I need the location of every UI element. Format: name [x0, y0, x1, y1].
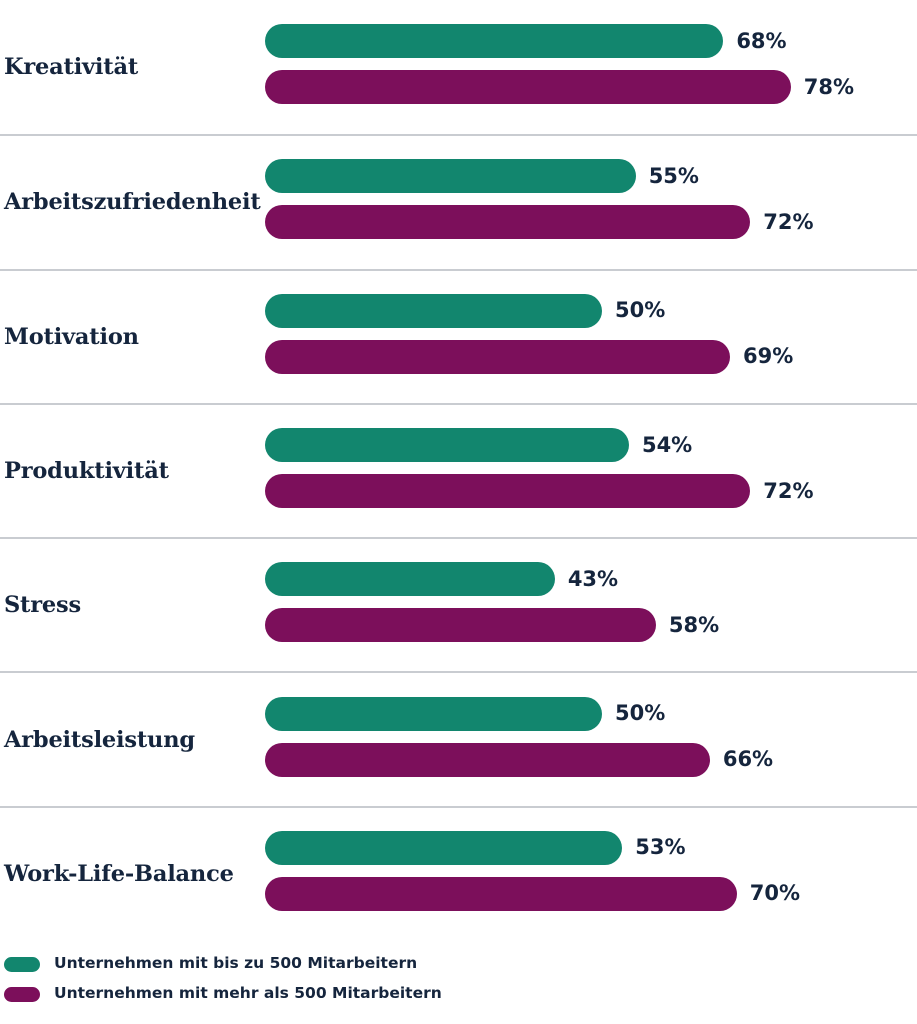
- bar-group: 55% 72%: [265, 159, 915, 245]
- bar-row-series-b: 72%: [265, 474, 814, 509]
- bar-value-series-a: 43%: [567, 566, 619, 591]
- bar-value-series-b: 78%: [803, 74, 854, 99]
- bar-row-series-a: 53%: [265, 830, 686, 865]
- bar-row-series-a: 54%: [265, 428, 693, 463]
- bar-row-series-b: 72%: [265, 205, 814, 240]
- bar-value-series-b: 70%: [749, 881, 801, 906]
- bar-series-b: [265, 474, 751, 509]
- category-label: Work-Life-Balance: [4, 860, 234, 887]
- bar-value-series-a: 50%: [615, 701, 666, 726]
- bar-value-series-b: 69%: [743, 344, 794, 369]
- bar-series-a: [265, 24, 724, 59]
- bar-row-series-a: 50%: [265, 293, 666, 328]
- chart-row: Arbeitszufriedenheit 55% 72%: [0, 134, 917, 268]
- bar-series-a: [265, 159, 636, 194]
- chart-row: Kreativität 68% 78%: [0, 0, 917, 134]
- bar-series-b: [265, 205, 751, 240]
- bar-value-series-b: 58%: [668, 612, 720, 637]
- category-label: Produktivität: [4, 457, 169, 484]
- bar-value-series-b: 72%: [763, 478, 814, 503]
- chart-row: Arbeitsleistung 50% 66%: [0, 671, 917, 805]
- bar-value-series-a: 54%: [641, 432, 693, 457]
- bar-group: 50% 66%: [265, 696, 915, 783]
- chart-row: Stress 43% 58%: [0, 537, 917, 671]
- bar-series-b: [265, 608, 656, 643]
- legend-swatch-icon: [4, 956, 40, 972]
- legend-item: Unternehmen mit bis zu 500 Mitarbeitern: [4, 952, 604, 976]
- bar-value-series-a: 53%: [635, 835, 686, 860]
- bar-row-series-a: 68%: [265, 24, 787, 59]
- bar-group: 43% 58%: [265, 562, 915, 648]
- bar-group: 54% 72%: [265, 428, 915, 514]
- bar-row-series-b: 69%: [265, 339, 794, 374]
- bar-series-a: [265, 696, 602, 731]
- bar-value-series-a: 68%: [736, 28, 787, 53]
- category-label: Arbeitsleistung: [4, 726, 195, 753]
- chart-row: Work-Life-Balance 53% 70%: [0, 805, 917, 940]
- bar-series-a: [265, 562, 555, 597]
- bar-value-series-a: 55%: [648, 163, 699, 188]
- category-label: Arbeitszufriedenheit: [4, 189, 261, 216]
- bar-series-a: [265, 293, 602, 328]
- bar-value-series-a: 50%: [615, 298, 666, 323]
- chart-legend: Unternehmen mit bis zu 500 Mitarbeitern …: [4, 952, 604, 1012]
- legend-item: Unternehmen mit mehr als 500 Mitarbeiter…: [4, 982, 604, 1006]
- bar-row-series-a: 55%: [265, 159, 699, 194]
- bar-row-series-b: 66%: [265, 742, 774, 777]
- bar-value-series-b: 72%: [763, 209, 814, 234]
- bar-row-series-b: 78%: [265, 70, 854, 105]
- bar-series-b: [265, 742, 710, 777]
- bar-value-series-b: 66%: [722, 747, 774, 772]
- legend-label: Unternehmen mit mehr als 500 Mitarbeiter…: [54, 984, 442, 1003]
- category-label: Stress: [4, 592, 81, 619]
- legend-label: Unternehmen mit bis zu 500 Mitarbeitern: [54, 954, 418, 973]
- bar-row-series-b: 70%: [265, 876, 801, 911]
- bar-group: 50% 69%: [265, 293, 915, 380]
- bar-row-series-a: 50%: [265, 696, 666, 731]
- chart-row: Motivation 50% 69%: [0, 268, 917, 403]
- legend-swatch-icon: [4, 986, 40, 1002]
- bar-row-series-a: 43%: [265, 562, 619, 597]
- chart-row: Produktivität 54% 72%: [0, 402, 917, 537]
- bar-series-b: [265, 876, 737, 911]
- bar-row-series-b: 58%: [265, 608, 720, 643]
- bar-group: 53% 70%: [265, 830, 915, 917]
- bar-group: 68% 78%: [265, 24, 915, 110]
- category-label: Kreativität: [4, 53, 139, 80]
- chart-rows: Kreativität 68% 78% Arbeitszufriedenheit…: [0, 0, 917, 940]
- bar-series-b: [265, 339, 731, 374]
- bar-series-b: [265, 70, 791, 105]
- bar-series-a: [265, 830, 623, 865]
- category-label: Motivation: [4, 323, 139, 350]
- bar-series-a: [265, 428, 629, 463]
